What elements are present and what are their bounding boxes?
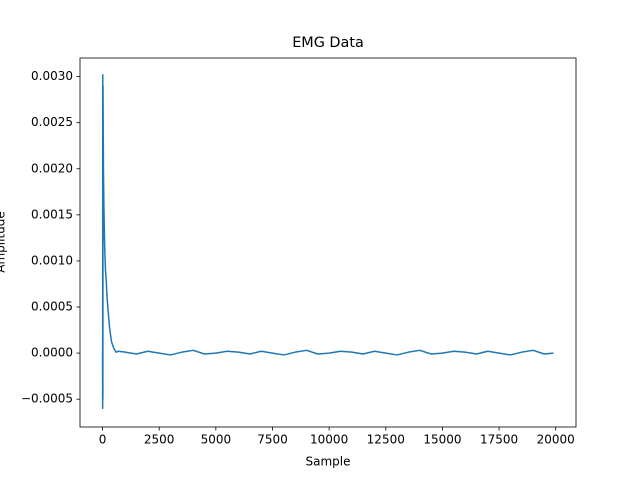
x-tick-label: 15000 [423, 433, 461, 447]
plot-frame [79, 57, 577, 428]
x-tick-label: 20000 [537, 433, 575, 447]
x-axis-label: Sample [306, 455, 351, 469]
y-tick-label: 0.0000 [31, 346, 73, 360]
data-line [101, 74, 554, 410]
x-tick-label: 12500 [367, 433, 405, 447]
y-tick-label: 0.0025 [31, 115, 73, 129]
y-tick-label: 0.0015 [31, 207, 73, 221]
x-tick-label: 7500 [257, 433, 288, 447]
y-tick-label: 0.0005 [31, 300, 73, 314]
y-tick-label: 0.0020 [31, 161, 73, 175]
x-tick-label: 10000 [310, 433, 348, 447]
x-tick-label: 2500 [144, 433, 175, 447]
y-tick-label: −0.0005 [21, 392, 73, 406]
x-tick-label: 5000 [201, 433, 232, 447]
y-axis-label: Amplitude [0, 211, 8, 273]
y-tick-label: 0.0010 [31, 253, 73, 267]
chart-title: EMG Data [292, 35, 364, 51]
y-tick-label: 0.0030 [31, 69, 73, 83]
x-tick-label: 17500 [480, 433, 518, 447]
x-tick-label: 0 [99, 433, 107, 447]
